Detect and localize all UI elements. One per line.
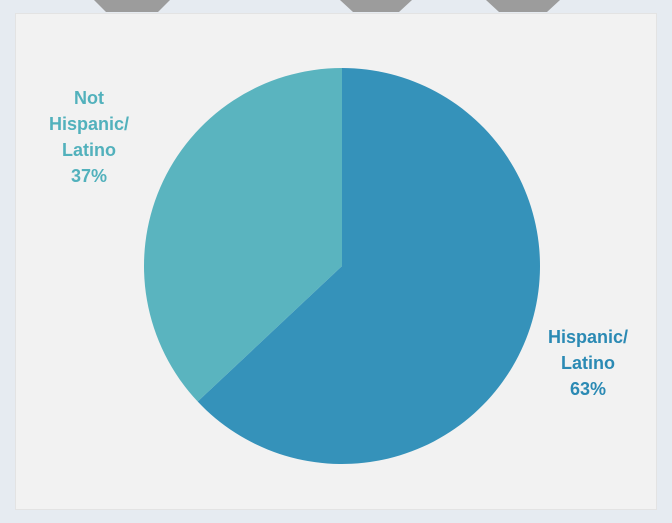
pie-slice-2	[144, 68, 342, 402]
top-strip-band-3	[486, 0, 560, 12]
top-strip-band-2	[340, 0, 412, 12]
slice-category-label-line: Latino	[62, 140, 116, 160]
slice-category-label-line: Latino	[561, 353, 615, 373]
pie-slice-label-1: Hispanic/Latino 63%	[548, 327, 628, 399]
top-strip-decoration	[94, 0, 560, 12]
pie-labels: Hispanic/Latino 63% Not Hispanic/Latino 37%	[49, 88, 628, 399]
slice-category-label-line: Hispanic/	[49, 114, 129, 134]
slice-category-label-line: Not	[74, 88, 104, 108]
pie-slices	[144, 68, 540, 464]
slice-percent-label: 63%	[570, 379, 606, 399]
pie-slice-label-2: Not Hispanic/Latino 37%	[49, 88, 129, 186]
top-strip-band-1	[94, 0, 170, 12]
slice-percent-label: 37%	[71, 166, 107, 186]
pie-slice-1	[197, 68, 540, 464]
slice-category-label-line: Hispanic/	[548, 327, 628, 347]
